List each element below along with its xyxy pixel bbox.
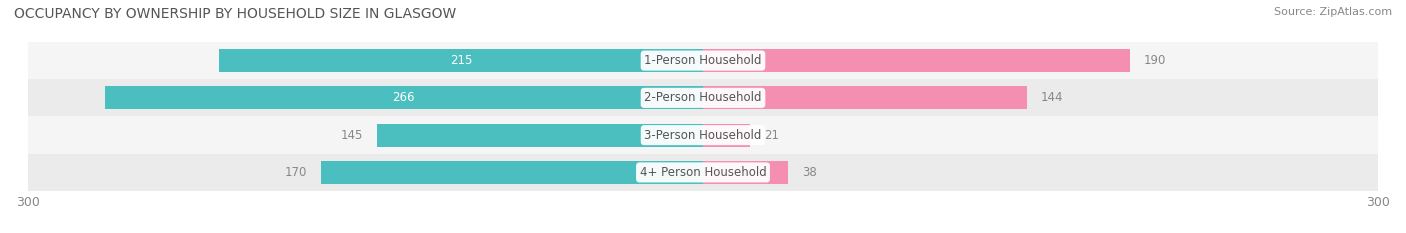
Text: Source: ZipAtlas.com: Source: ZipAtlas.com (1274, 7, 1392, 17)
Text: OCCUPANCY BY OWNERSHIP BY HOUSEHOLD SIZE IN GLASGOW: OCCUPANCY BY OWNERSHIP BY HOUSEHOLD SIZE… (14, 7, 457, 21)
Text: 215: 215 (450, 54, 472, 67)
Text: 4+ Person Household: 4+ Person Household (640, 166, 766, 179)
Text: 266: 266 (392, 91, 415, 104)
Text: 21: 21 (763, 129, 779, 142)
Text: 170: 170 (284, 166, 307, 179)
Bar (104, 86, 703, 110)
Text: 38: 38 (801, 166, 817, 179)
Text: 3-Person Household: 3-Person Household (644, 129, 762, 142)
Bar (28, 42, 1378, 79)
Bar (321, 161, 703, 184)
Bar (703, 123, 751, 147)
Bar (28, 116, 1378, 154)
Text: 145: 145 (340, 129, 363, 142)
Text: 190: 190 (1144, 54, 1167, 67)
Text: 1-Person Household: 1-Person Household (644, 54, 762, 67)
Bar (219, 49, 703, 72)
Bar (28, 154, 1378, 191)
Text: 144: 144 (1040, 91, 1063, 104)
Bar (703, 49, 1130, 72)
Bar (377, 123, 703, 147)
Bar (28, 79, 1378, 116)
Bar (703, 161, 789, 184)
Bar (703, 86, 1026, 110)
Text: 2-Person Household: 2-Person Household (644, 91, 762, 104)
